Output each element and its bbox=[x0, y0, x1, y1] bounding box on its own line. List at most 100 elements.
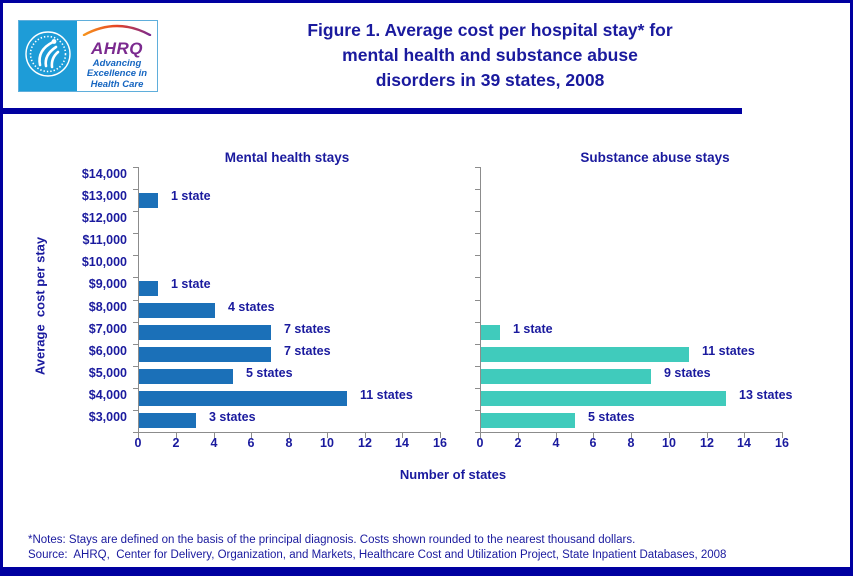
hhs-seal-panel bbox=[19, 21, 77, 91]
x-axis-tick bbox=[782, 433, 783, 438]
y-axis-tick bbox=[133, 189, 138, 190]
bar-label: 3 states bbox=[209, 409, 256, 424]
x-tick-label: 2 bbox=[514, 436, 522, 450]
y-tick-label: $5,000 bbox=[88, 365, 127, 380]
x-tick-label: 12 bbox=[358, 436, 372, 450]
y-axis-tick bbox=[475, 167, 480, 168]
x-axis-tick bbox=[707, 433, 708, 438]
y-axis-tick bbox=[475, 300, 480, 301]
y-tick-label: $14,000 bbox=[81, 167, 127, 181]
ahrq-logo-text-panel: AHRQ Advancing Excellence in Health Care bbox=[77, 21, 157, 91]
x-tick-label: 4 bbox=[210, 436, 218, 450]
y-axis-tick bbox=[133, 344, 138, 345]
x-axis-tick bbox=[176, 433, 177, 438]
y-axis-tick bbox=[133, 167, 138, 168]
x-axis-tick bbox=[669, 433, 670, 438]
x-tick-label: 10 bbox=[320, 436, 334, 450]
y-tick-label: $6,000 bbox=[88, 343, 127, 358]
bar-label: 11 states bbox=[702, 343, 755, 358]
plot-axes bbox=[138, 167, 441, 433]
x-tick-label: 4 bbox=[552, 436, 560, 450]
y-axis-tick bbox=[475, 366, 480, 367]
x-tick-label: 6 bbox=[247, 436, 255, 450]
y-axis-tick bbox=[133, 388, 138, 389]
x-axis-tick bbox=[518, 433, 519, 438]
x-axis-tick bbox=[440, 433, 441, 438]
bar bbox=[481, 369, 651, 385]
bar bbox=[139, 325, 271, 341]
y-axis-tick bbox=[133, 233, 138, 234]
x-tick-label: 8 bbox=[627, 436, 635, 450]
x-axis-tick bbox=[289, 433, 290, 438]
x-tick-label: 16 bbox=[775, 436, 789, 450]
chart-title-mental-health: Mental health stays bbox=[224, 150, 350, 165]
bar-label: 4 states bbox=[228, 299, 275, 314]
bar bbox=[481, 413, 575, 429]
y-tick-label: $12,000 bbox=[81, 211, 127, 226]
y-axis-tick bbox=[133, 366, 138, 367]
ahrq-logo: AHRQ Advancing Excellence in Health Care bbox=[18, 20, 158, 92]
source-line: Source: AHRQ, Center for Delivery, Organ… bbox=[28, 549, 727, 561]
bar-label: 5 states bbox=[588, 409, 635, 424]
x-tick-label: 16 bbox=[433, 436, 447, 450]
y-axis-tick bbox=[475, 211, 480, 212]
bar bbox=[139, 280, 158, 296]
y-tick-label: $8,000 bbox=[88, 299, 127, 314]
bar bbox=[139, 303, 215, 319]
chart-title-substance-abuse: Substance abuse stays bbox=[580, 150, 730, 165]
y-axis-tick bbox=[133, 277, 138, 278]
bar-label: 9 states bbox=[664, 365, 711, 380]
y-axis-tick bbox=[475, 277, 480, 278]
y-axis-tick bbox=[133, 410, 138, 411]
bar bbox=[481, 347, 689, 363]
y-axis-tick bbox=[133, 211, 138, 212]
figure-title-line3: disorders in 39 states, 2008 bbox=[375, 70, 605, 90]
x-axis-tick bbox=[251, 433, 252, 438]
y-axis-tick bbox=[133, 322, 138, 323]
x-axis-tick bbox=[631, 433, 632, 438]
y-axis-tick bbox=[133, 432, 138, 433]
bar bbox=[481, 391, 726, 407]
x-axis-tick bbox=[556, 433, 557, 438]
bar bbox=[481, 325, 500, 341]
x-tick-label: 2 bbox=[172, 436, 180, 450]
y-axis-tick bbox=[475, 410, 480, 411]
bottom-bar bbox=[3, 567, 850, 573]
y-tick-label: $3,000 bbox=[88, 409, 127, 424]
figure-title-line2: mental health and substance abuse bbox=[342, 45, 638, 65]
y-axis-tick bbox=[475, 233, 480, 234]
logo-arc-icon bbox=[80, 23, 154, 41]
y-tick-label: $13,000 bbox=[81, 189, 127, 204]
bar-label: 11 states bbox=[360, 387, 413, 402]
x-axis-tick bbox=[327, 433, 328, 438]
x-tick-label: 12 bbox=[700, 436, 714, 450]
bar bbox=[139, 413, 196, 429]
bar-label: 1 state bbox=[171, 189, 211, 204]
x-tick-label: 14 bbox=[395, 436, 409, 450]
y-tick-label: $10,000 bbox=[81, 255, 127, 270]
x-tick-label: 0 bbox=[134, 436, 142, 450]
figure-title: Figure 1. Average cost per hospital stay… bbox=[220, 18, 760, 93]
x-tick-label: 6 bbox=[589, 436, 597, 450]
y-axis-tick bbox=[475, 322, 480, 323]
plot-axes bbox=[480, 167, 783, 433]
x-axis-tick bbox=[744, 433, 745, 438]
header-divider bbox=[3, 108, 742, 114]
y-axis-tick bbox=[475, 189, 480, 190]
x-axis-tick bbox=[365, 433, 366, 438]
x-axis-tick bbox=[138, 433, 139, 438]
x-axis-tick bbox=[214, 433, 215, 438]
y-tick-label: $4,000 bbox=[88, 387, 127, 402]
bar-label: 5 states bbox=[246, 365, 293, 380]
y-axis-tick bbox=[475, 432, 480, 433]
y-axis-tick bbox=[475, 388, 480, 389]
notes-line: *Notes: Stays are defined on the basis o… bbox=[28, 534, 636, 546]
x-axis-tick bbox=[593, 433, 594, 438]
bar-label: 13 states bbox=[739, 387, 793, 402]
x-tick-label: 10 bbox=[662, 436, 676, 450]
figure-title-line1: Figure 1. Average cost per hospital stay… bbox=[307, 20, 673, 40]
bar-label: 1 state bbox=[171, 277, 211, 292]
y-axis-tick bbox=[475, 255, 480, 256]
y-tick-label: $11,000 bbox=[82, 233, 128, 248]
